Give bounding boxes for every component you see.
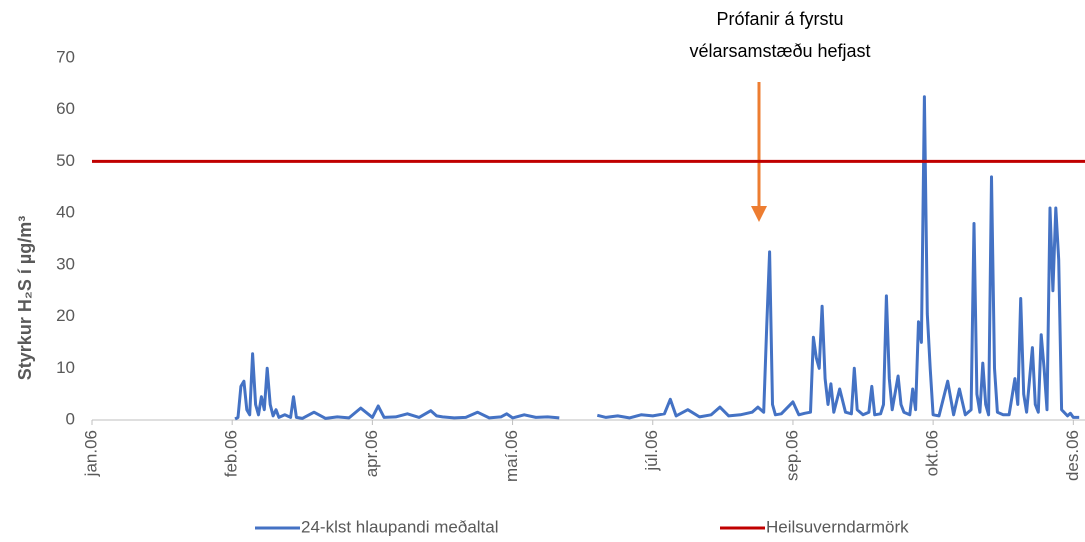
y-tick-label: 70: [56, 47, 75, 66]
legend-label: Heilsuverndarmörk: [766, 517, 909, 536]
data-line: [234, 95, 1080, 421]
y-tick-label: 40: [56, 203, 75, 222]
x-tick-label: sep.06: [782, 430, 801, 481]
annotation: Prófanir á fyrstu: [716, 9, 843, 29]
y-tick-label: 60: [56, 99, 75, 118]
annotation: vélarsamstæðu hefjast: [689, 41, 870, 61]
x-tick-label: júl.06: [642, 430, 661, 472]
y-tick-label: 10: [56, 358, 75, 377]
y-tick-label: 0: [66, 409, 75, 428]
x-tick-label: jan.06: [81, 430, 100, 477]
y-tick-label: 20: [56, 306, 75, 325]
y-tick-label: 30: [56, 254, 75, 273]
y-axis-label: Styrkur H₂S í µg/m³: [15, 216, 35, 380]
x-tick-label: maí.06: [502, 430, 521, 482]
legend-label: 24-klst hlaupandi meðaltal: [301, 517, 499, 536]
y-tick-label: 50: [56, 151, 75, 170]
x-tick-label: feb.06: [222, 430, 241, 477]
x-tick-label: des.06: [1063, 430, 1082, 481]
annotation-arrowhead: [751, 206, 767, 222]
x-tick-label: apr.06: [362, 430, 381, 477]
x-tick-label: okt.06: [923, 430, 942, 476]
